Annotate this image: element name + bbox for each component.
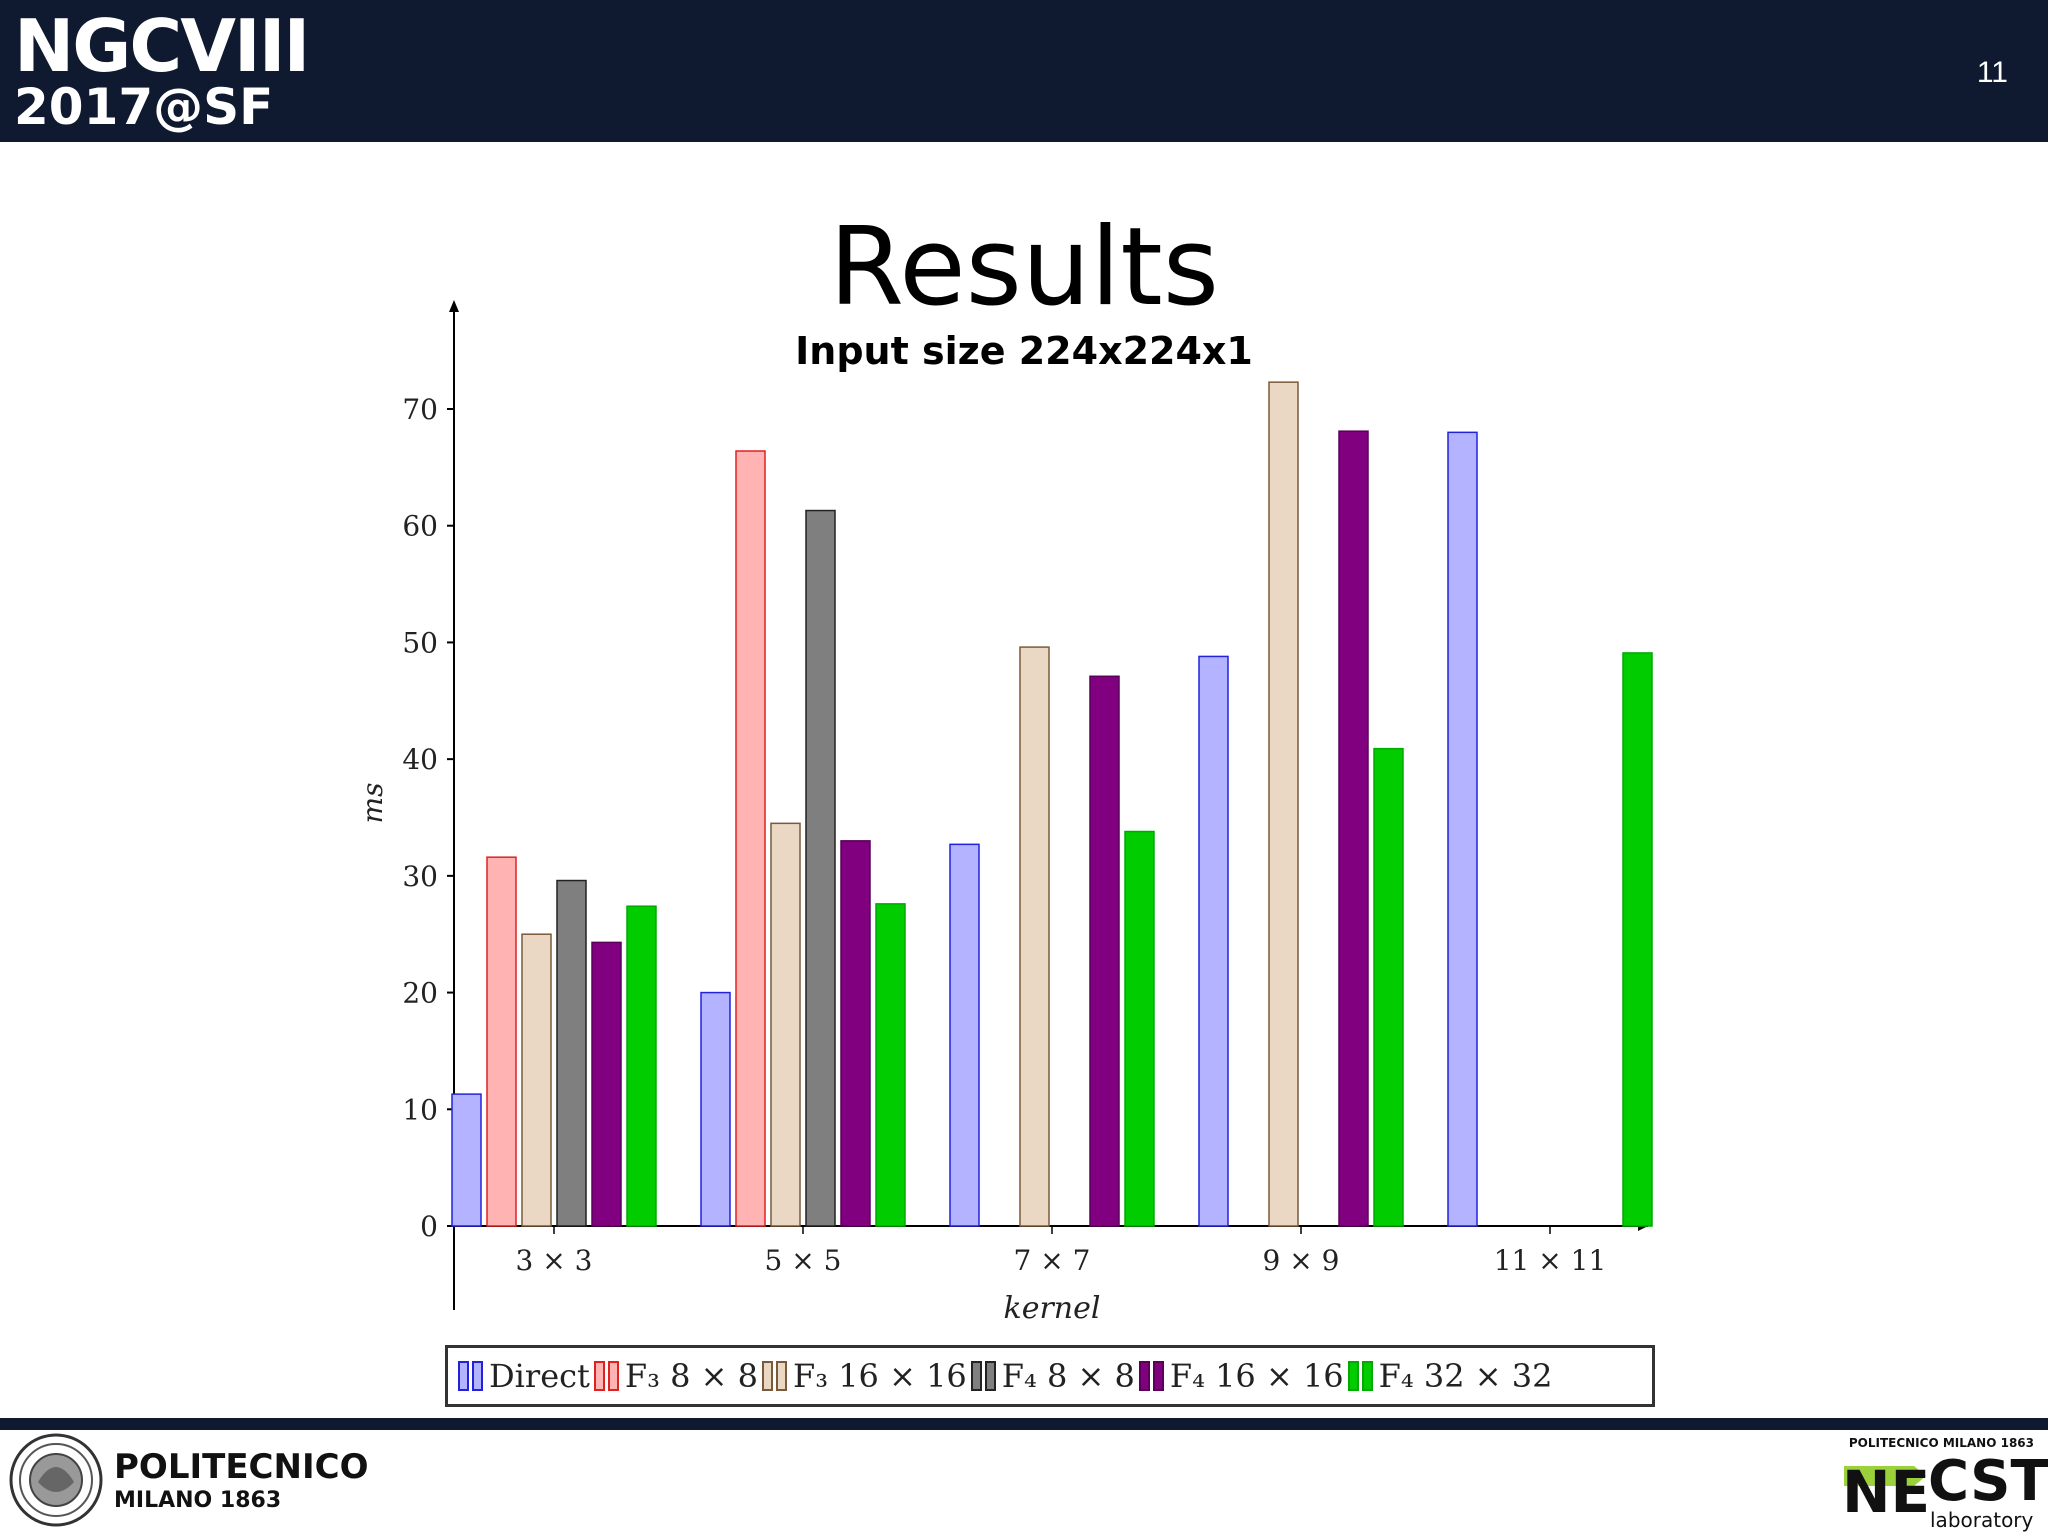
bar	[1124, 830, 1155, 1227]
y-tick-label: 70	[402, 393, 438, 426]
bar	[451, 1093, 482, 1227]
legend-swatch	[593, 1361, 605, 1391]
legend-entry: F₄ 8 × 8	[970, 1357, 1135, 1395]
bar-chart: 0 10 20 30 40 50 60 70 ms kernel 3 × 3 5 × 5 7 × 7 9 …	[356, 300, 1653, 1326]
bar	[1447, 431, 1478, 1227]
x-tick-label: 11 × 11	[1494, 1244, 1607, 1277]
politecnico-seal-icon	[9, 1433, 103, 1527]
y-tick-label: 50	[402, 626, 438, 659]
legend-label: Direct	[489, 1357, 590, 1395]
legend-swatch	[761, 1361, 773, 1391]
lab-affiliation: POLITECNICO MILANO 1863	[1848, 1436, 2034, 1450]
bar	[840, 840, 871, 1227]
legend-entry: F₃ 16 × 16	[761, 1357, 967, 1395]
legend-swatch	[775, 1361, 787, 1391]
bar	[1268, 381, 1299, 1227]
legend-label: F₃ 8 × 8	[624, 1357, 758, 1395]
x-tick-label: 9 × 9	[1263, 1244, 1340, 1277]
y-tick-label: 40	[402, 743, 438, 776]
bar	[700, 991, 731, 1227]
legend-label: F₄ 8 × 8	[1001, 1357, 1135, 1395]
bar	[591, 941, 622, 1227]
legend-entry: F₃ 8 × 8	[593, 1357, 758, 1395]
bar	[770, 822, 801, 1227]
legend-label: F₃ 16 × 16	[792, 1357, 967, 1395]
legend-swatch	[1138, 1361, 1150, 1391]
legend-entry: Direct	[458, 1357, 590, 1395]
legend-swatch	[1347, 1361, 1359, 1391]
legend-swatch	[1361, 1361, 1373, 1391]
y-axis-label: ms	[356, 783, 389, 824]
bar	[556, 879, 587, 1227]
legend-swatch	[472, 1361, 483, 1391]
y-axis-arrow-icon	[449, 300, 459, 312]
bar	[949, 843, 980, 1227]
legend-swatch	[607, 1361, 619, 1391]
legend-swatch	[458, 1361, 469, 1391]
slide-title: Results	[829, 205, 1219, 330]
university-name: POLITECNICO	[114, 1447, 369, 1487]
bar	[626, 905, 657, 1227]
y-tick-label: 30	[402, 860, 438, 893]
bar	[486, 856, 517, 1227]
legend-label: F₄ 32 × 32	[1378, 1357, 1553, 1395]
x-tick-label: 7 × 7	[1014, 1244, 1091, 1277]
x-tick-label: 5 × 5	[765, 1244, 842, 1277]
y-tick-label: 60	[402, 510, 438, 543]
legend-swatch	[984, 1361, 996, 1391]
conference-logo-line1: NGCVIII	[14, 4, 310, 88]
legend-swatch	[1152, 1361, 1164, 1391]
legend-entry: F₄ 16 × 16	[1138, 1357, 1344, 1395]
y-tick-label: 20	[402, 977, 438, 1010]
legend-swatch	[970, 1361, 982, 1391]
bar	[521, 933, 552, 1227]
university-subtitle: MILANO 1863	[114, 1488, 282, 1513]
footer-divider	[0, 1418, 2048, 1430]
y-tick-label: 10	[402, 1093, 438, 1126]
header-bar: NGCVIII 2017@SF 11	[0, 0, 2048, 142]
lab-logo-subtitle: laboratory	[1930, 1508, 2034, 1532]
bar	[1089, 675, 1120, 1227]
slide-number: 11	[1976, 56, 2008, 89]
x-tick-label: 3 × 3	[516, 1244, 593, 1277]
bar	[1198, 655, 1229, 1227]
bar	[805, 509, 836, 1227]
chart-title: Input size 224x224x1	[795, 329, 1253, 373]
bar	[1373, 747, 1404, 1227]
lab-logo-ne: NE	[1842, 1458, 1931, 1526]
bar	[1338, 430, 1369, 1227]
x-axis-label: kernel	[1004, 1291, 1101, 1326]
bar	[875, 903, 906, 1227]
legend-entry: F₄ 32 × 32	[1347, 1357, 1553, 1395]
conference-logo-line2: 2017@SF	[14, 78, 274, 136]
bar	[1019, 646, 1050, 1227]
lab-logo-cst: CST	[1928, 1449, 2048, 1514]
chart-legend: Direct F₃ 8 × 8 F₃ 16 × 16 F₄ 8 × 8 F₄ 16 × …	[445, 1345, 1655, 1407]
bar	[1622, 652, 1653, 1227]
y-tick-label: 0	[420, 1210, 438, 1243]
necst-arrow-icon	[1844, 1466, 1926, 1486]
legend-label: F₄ 16 × 16	[1169, 1357, 1344, 1395]
bar	[735, 450, 766, 1227]
